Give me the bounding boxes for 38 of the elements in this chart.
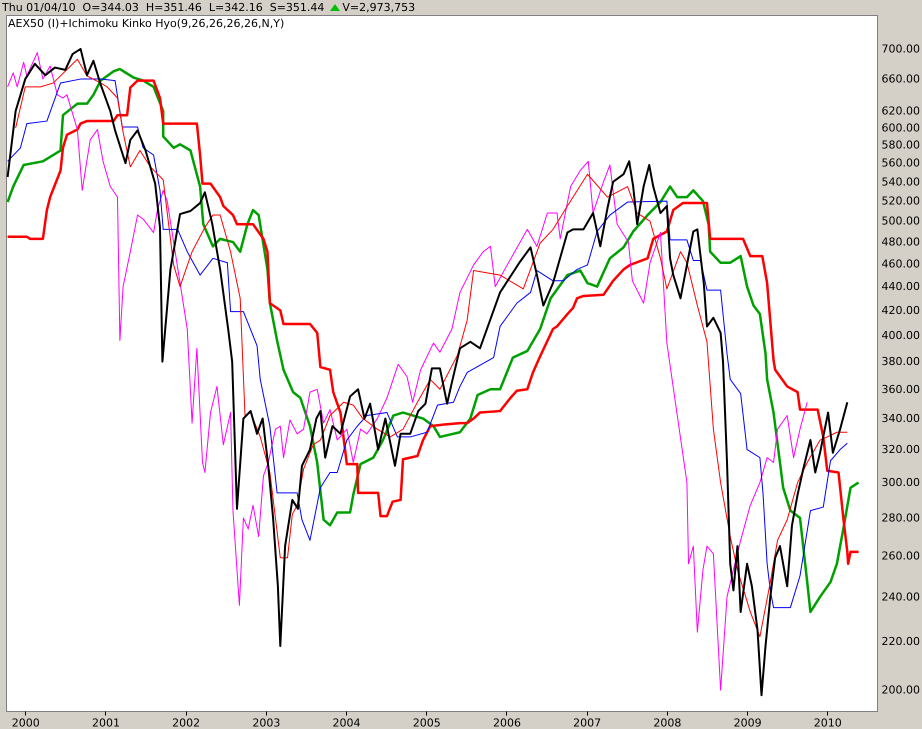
y-tick-label: 620.00	[882, 104, 920, 118]
x-tick-label: 2010	[814, 716, 842, 729]
y-tick-label: 200.00	[882, 684, 920, 697]
text: V=2,973,753	[342, 0, 416, 15]
y-tick-label: 380.00	[882, 355, 920, 368]
y-tick-label: 280.00	[882, 511, 920, 524]
y-tick-label: 300.00	[882, 476, 920, 490]
x-tick-label: 2002	[172, 716, 200, 729]
x-tick-label: 2009	[734, 716, 762, 729]
y-tick-label: 460.00	[882, 257, 920, 270]
y-tick-label: 520.00	[882, 194, 920, 208]
y-tick-label: 440.00	[882, 280, 920, 294]
y-tick-label: 420.00	[882, 304, 920, 317]
y-tick-label: 360.00	[882, 382, 920, 396]
y-tick-label: 220.00	[882, 634, 920, 648]
y-tick-label: 700.00	[882, 42, 920, 56]
y-tick-label: 660.00	[882, 72, 920, 86]
y-tick-label: 340.00	[882, 412, 920, 426]
y-tick-label: 560.00	[882, 156, 920, 170]
x-tick-label: 2007	[573, 716, 602, 729]
y-tick-label: 400.00	[882, 328, 920, 342]
y-tick-label: 320.00	[882, 443, 920, 456]
x-tick-label: 2008	[653, 716, 682, 729]
y-tick-label: 600.00	[882, 121, 920, 134]
x-tick-label: 2005	[412, 716, 441, 729]
y-tick-label: 260.00	[882, 549, 920, 562]
chart-title: Thu 01/04/10 O=344.03 H=351.46 L=342.16 S=351.44	[2, 0, 324, 15]
x-tick-label: 2003	[252, 716, 280, 729]
y-tick-label: 500.00	[882, 214, 920, 228]
y-tick-label: 580.00	[882, 138, 920, 152]
x-tick-label: 2006	[492, 716, 521, 729]
chart-subtitle: AEX50 (I)+Ichimoku Kinko Hyo(9,26,26,26,26,N,Y)	[8, 17, 284, 30]
y-tick-label: 540.00	[882, 175, 920, 188]
x-tick-label: 2001	[92, 716, 120, 729]
x-tick-label: 2000	[12, 716, 40, 729]
y-tick-label: 480.00	[882, 236, 920, 249]
y-tick-label: 240.00	[882, 590, 920, 604]
x-tick-label: 2004	[332, 716, 361, 729]
